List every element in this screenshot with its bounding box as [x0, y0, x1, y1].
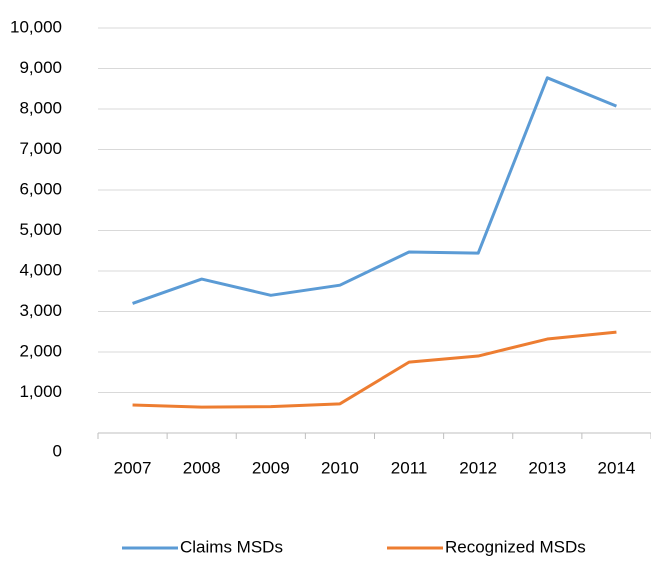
series-line	[132, 76, 618, 305]
legend-label: Claims MSDs	[180, 537, 283, 556]
y-tick-label: 0	[53, 441, 62, 460]
y-tick-label: 7,000	[19, 139, 62, 158]
x-tick-label: 2007	[114, 458, 152, 477]
y-tick-label: 9,000	[19, 58, 62, 77]
y-tick-label: 10,000	[10, 17, 62, 36]
y-tick-label: 1,000	[19, 382, 62, 401]
x-tick-label: 2009	[252, 458, 290, 477]
y-tick-label: 2,000	[19, 341, 62, 360]
y-tick-label: 8,000	[19, 98, 62, 117]
x-tick-label: 2011	[391, 458, 428, 477]
x-tick-label: 2012	[459, 458, 497, 477]
legend-label: Recognized MSDs	[445, 537, 586, 556]
x-tick-label: 2014	[598, 458, 636, 477]
y-tick-label: 6,000	[19, 179, 62, 198]
y-tick-label: 4,000	[19, 260, 62, 279]
y-tick-label: 5,000	[19, 220, 62, 239]
x-tick-label: 2013	[528, 458, 566, 477]
x-tick-label: 2010	[321, 458, 359, 477]
y-tick-label: 3,000	[19, 301, 62, 320]
x-tick-label: 2008	[183, 458, 221, 477]
series-line	[132, 330, 617, 409]
